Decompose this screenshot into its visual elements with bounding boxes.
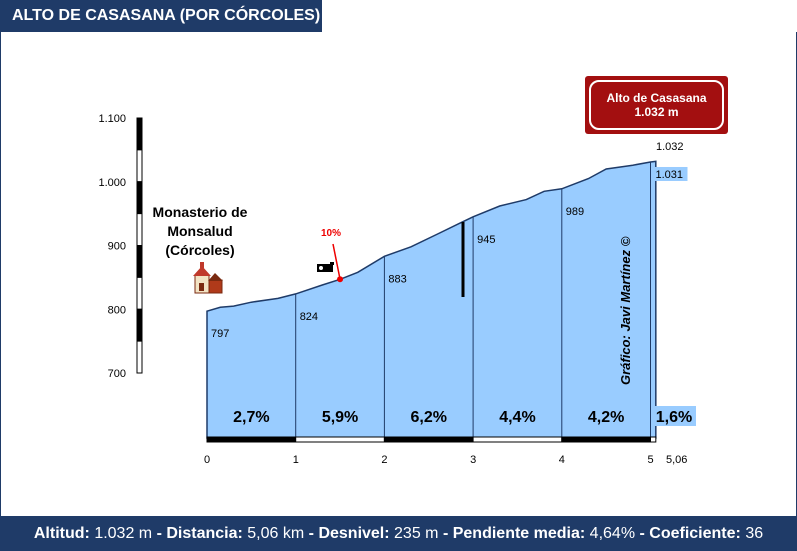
x-tick-4: 4 <box>559 454 565 466</box>
x-tick-1: 1 <box>293 454 299 466</box>
x-scale-bar <box>206 436 657 443</box>
gradient-label-4: 4,2% <box>588 409 624 426</box>
place-line-1: Monasterio de <box>152 204 248 220</box>
y-tick-0: 700 <box>108 368 126 380</box>
km-dividers <box>295 161 651 438</box>
x-bar-segment-3 <box>472 436 563 443</box>
steep-gradient-label: 10% <box>321 228 341 239</box>
y-bar-segment-7 <box>136 340 143 374</box>
profile-area <box>206 160 657 439</box>
x-bar-segment-0 <box>206 436 297 443</box>
y-tick-labels: 700 800 900 1.000 1.100 <box>98 113 126 380</box>
gradient-label-0: 2,7% <box>233 409 269 426</box>
altitude-label-2: 883 <box>388 273 406 285</box>
elevation-profile-chart: 700 800 900 1.000 1.100 797 824 883 945 989 1.031… <box>98 113 696 466</box>
gradient-label-bg-5 <box>652 406 696 426</box>
x-bar-segment-1 <box>295 436 385 443</box>
stat-sep-2: - <box>308 525 314 542</box>
gradient-label-1: 5,9% <box>322 409 358 426</box>
stat-distance-label: Distancia: <box>166 525 243 542</box>
steep-point <box>337 276 344 283</box>
y-bar-segment-0 <box>136 117 143 151</box>
stat-sep-3: - <box>442 525 449 542</box>
y-tick-1: 800 <box>108 304 126 316</box>
y-bar-segment-1 <box>136 149 143 183</box>
y-tick-4: 1.100 <box>98 113 126 125</box>
x-tick-5: 5 <box>648 454 654 466</box>
stat-distance-value: 5,06 km <box>247 525 305 542</box>
x-tick-2: 2 <box>381 454 387 466</box>
x-bar-segment-2 <box>383 436 474 443</box>
stat-elevation-gain-value: 235 m <box>394 525 439 542</box>
stat-sep-4: - <box>639 525 645 542</box>
altitude-labels: 797 824 883 945 989 1.031 <box>211 166 688 340</box>
stat-elevation-gain-label: Desnivel: <box>318 525 390 542</box>
x-tick-6: 5,06 <box>666 454 687 466</box>
x-bar-segment-5 <box>650 436 657 443</box>
altitude-label-5: 1.031 <box>656 169 684 181</box>
stats-footer: Altitud: 1.032 m - Distancia: 5,06 km - … <box>0 516 797 551</box>
gradient-label-3: 4,4% <box>499 409 535 426</box>
gradient-labels: 2,7% 5,9% 6,2% 4,4% 4,2% 1,6% <box>233 406 696 426</box>
y-bar-segment-4 <box>136 245 143 278</box>
stat-altitude-label: Altitud: <box>33 525 90 542</box>
y-bar-segment-5 <box>136 276 143 310</box>
stat-average-gradient-label: Pendiente media: <box>452 525 586 542</box>
gradient-label-5: 1,6% <box>656 409 692 426</box>
altitude-label-0: 797 <box>211 328 229 340</box>
stat-average-gradient-value: 4,64% <box>589 525 636 542</box>
credit-text: Gráfico: Javi Martínez © <box>618 236 633 385</box>
steep-arrow <box>332 243 341 280</box>
y-tick-2: 900 <box>108 241 126 253</box>
summit-badge: Alto de Casasana 1.032 m <box>585 76 728 134</box>
stat-coefficient-value: 36 <box>745 525 764 542</box>
stat-sep-1: - <box>156 525 162 542</box>
x-tick-labels: 0 1 2 3 4 5 5,06 <box>204 454 687 466</box>
x-bar-segment-4 <box>561 436 651 443</box>
page-title: ALTO DE CASASANA (POR CÓRCOLES) <box>0 0 322 32</box>
altitude-label-bg-5 <box>653 166 688 181</box>
summit-name: Alto de Casasana <box>606 91 707 105</box>
y-bar-segment-2 <box>136 181 143 215</box>
altitude-label-3: 945 <box>477 234 495 246</box>
summit-altitude: 1.032 m <box>634 105 679 119</box>
camera-icon <box>317 262 334 272</box>
place-line-2: Monsalud <box>167 223 233 239</box>
stat-coefficient-label: Coeficiente: <box>649 525 741 542</box>
summit-value-label: 1.032 <box>656 141 684 153</box>
y-tick-3: 1.000 <box>98 177 126 189</box>
gradient-label-2: 6,2% <box>411 409 447 426</box>
y-bar-segment-6 <box>136 308 143 342</box>
stat-altitude-value: 1.032 m <box>94 525 153 542</box>
summit-badge-inner: Alto de Casasana 1.032 m <box>589 80 724 130</box>
start-place-label: Monasterio de Monsalud (Córcoles) <box>140 203 260 260</box>
place-line-3: (Córcoles) <box>165 242 235 258</box>
x-tick-3: 3 <box>470 454 476 466</box>
x-tick-0: 0 <box>204 454 210 466</box>
y-bar-segment-3 <box>136 213 143 246</box>
y-scale-bar <box>136 117 143 374</box>
altitude-label-1: 824 <box>300 311 318 323</box>
church-icon <box>193 262 223 294</box>
svg-text:Gráfico: Javi Martínez ©: Gráfico: Javi Martínez © <box>618 236 633 385</box>
altitude-label-4: 989 <box>566 206 584 218</box>
